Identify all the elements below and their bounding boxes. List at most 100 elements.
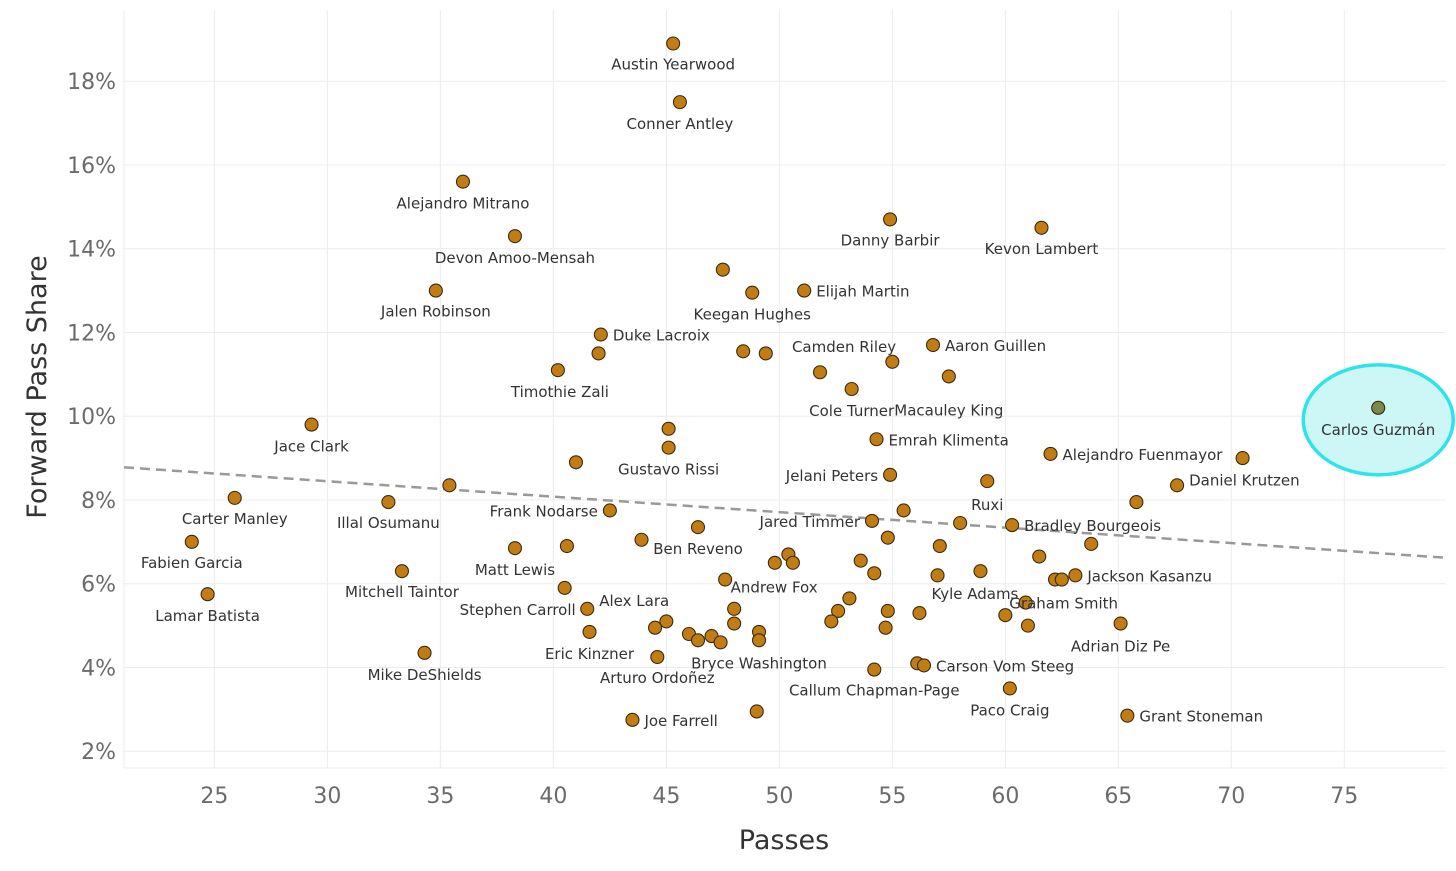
point-label: Eric Kinzner <box>545 645 635 663</box>
data-point <box>831 603 846 619</box>
point-label: Joe Farrell <box>643 712 717 730</box>
data-point <box>883 467 898 482</box>
data-point <box>853 553 868 568</box>
point-label: Ben Reveno <box>653 540 743 558</box>
data-point <box>455 174 471 189</box>
data-point <box>1054 572 1069 587</box>
point-label: Emrah Klimenta <box>889 431 1009 449</box>
data-point <box>953 515 968 531</box>
x-tick-label: 25 <box>200 784 228 809</box>
data-point <box>661 421 676 436</box>
data-point <box>896 503 911 518</box>
data-point <box>715 262 730 277</box>
y-tick-label: 6% <box>81 573 116 598</box>
data-point <box>1120 708 1135 723</box>
data-point <box>925 337 941 353</box>
point-label: Ruxi <box>971 496 1003 514</box>
data-point <box>1084 536 1099 552</box>
data-point <box>758 346 773 361</box>
data-point <box>880 530 895 545</box>
data-point <box>980 474 995 489</box>
point-label: Devon Amoo-Mensah <box>435 249 595 267</box>
point-label: Gustavo Rissi <box>618 461 719 479</box>
data-point <box>417 645 432 660</box>
data-point <box>550 363 565 378</box>
data-point <box>442 478 457 493</box>
data-point <box>727 601 742 616</box>
y-tick-label: 12% <box>67 321 116 346</box>
data-point <box>885 354 900 369</box>
gridlines <box>123 10 1446 769</box>
point-label: Graham Smith <box>1009 595 1118 613</box>
data-point <box>867 662 882 677</box>
data-point <box>713 635 728 650</box>
data-point <box>736 344 751 359</box>
data-point <box>184 534 199 549</box>
points-layer <box>184 36 1386 727</box>
point-label: Carson Vom Steeg <box>936 657 1074 675</box>
point-label: Jace Clark <box>273 438 349 456</box>
data-point <box>1235 451 1250 466</box>
x-tick-label: 30 <box>313 784 341 809</box>
data-point <box>878 620 893 635</box>
y-tick-label: 4% <box>81 656 116 681</box>
data-point <box>844 381 859 397</box>
data-point <box>593 327 608 342</box>
data-point <box>869 432 884 447</box>
point-label: Andrew Fox <box>731 579 818 597</box>
point-label: Duke Lacroix <box>613 327 710 345</box>
data-point <box>718 572 733 587</box>
point-label: Alejandro Fuenmayor <box>1063 446 1224 464</box>
point-label: Frank Nodarse <box>490 502 598 520</box>
y-tick-label: 10% <box>67 405 116 430</box>
point-label: Mike DeShields <box>368 666 482 684</box>
data-point <box>973 564 988 579</box>
x-tick-label: 50 <box>765 784 793 809</box>
data-point <box>1113 616 1128 631</box>
x-tick-label: 35 <box>426 784 454 809</box>
highlight-layer <box>1301 363 1455 477</box>
data-point <box>745 285 760 300</box>
y-tick-label: 18% <box>67 70 116 95</box>
data-point <box>932 538 947 554</box>
data-point <box>559 538 574 554</box>
point-label: Illal Osumanu <box>337 514 440 532</box>
data-point <box>1129 495 1144 510</box>
data-point <box>582 624 597 639</box>
data-point <box>1018 595 1033 610</box>
point-label: Fabien Garcia <box>141 554 243 572</box>
x-tick-label: 70 <box>1217 784 1245 809</box>
point-label: Alex Lara <box>599 592 669 610</box>
data-point <box>864 513 880 528</box>
data-point <box>568 455 584 470</box>
data-point <box>751 633 767 648</box>
point-label: Kevon Lambert <box>985 240 1099 258</box>
x-tick-label: 60 <box>991 784 1019 809</box>
data-point <box>557 580 572 595</box>
data-point <box>659 614 674 629</box>
point-label: Adrian Diz Pe <box>1071 638 1170 656</box>
data-point <box>580 601 595 616</box>
point-label: Kyle Adams <box>931 585 1018 603</box>
point-label: Camden Riley <box>792 338 896 356</box>
point-label: Conner Antley <box>627 115 734 133</box>
data-point <box>200 587 215 602</box>
data-point <box>842 591 857 606</box>
point-label: Carlos Guzmán <box>1321 421 1435 439</box>
data-point <box>227 490 242 505</box>
point-label: Alejandro Mitrano <box>397 195 530 213</box>
point-label: Carter Manley <box>182 510 288 528</box>
data-point <box>880 603 895 619</box>
y-tick-label: 2% <box>81 740 116 765</box>
y-axis-ticks: 2% 4% 6% 8% 10% 12% 14% 16% 18% <box>67 70 116 765</box>
data-point <box>634 532 649 547</box>
trend-line <box>123 466 1447 560</box>
data-point <box>767 555 782 570</box>
data-point <box>690 633 706 648</box>
y-axis-title: Forward Pass Share <box>22 255 53 518</box>
x-axis-ticks: 25 30 35 40 45 50 55 60 65 70 75 <box>200 784 1358 809</box>
data-point <box>591 346 606 361</box>
data-point <box>304 417 319 432</box>
data-point <box>1068 568 1083 583</box>
